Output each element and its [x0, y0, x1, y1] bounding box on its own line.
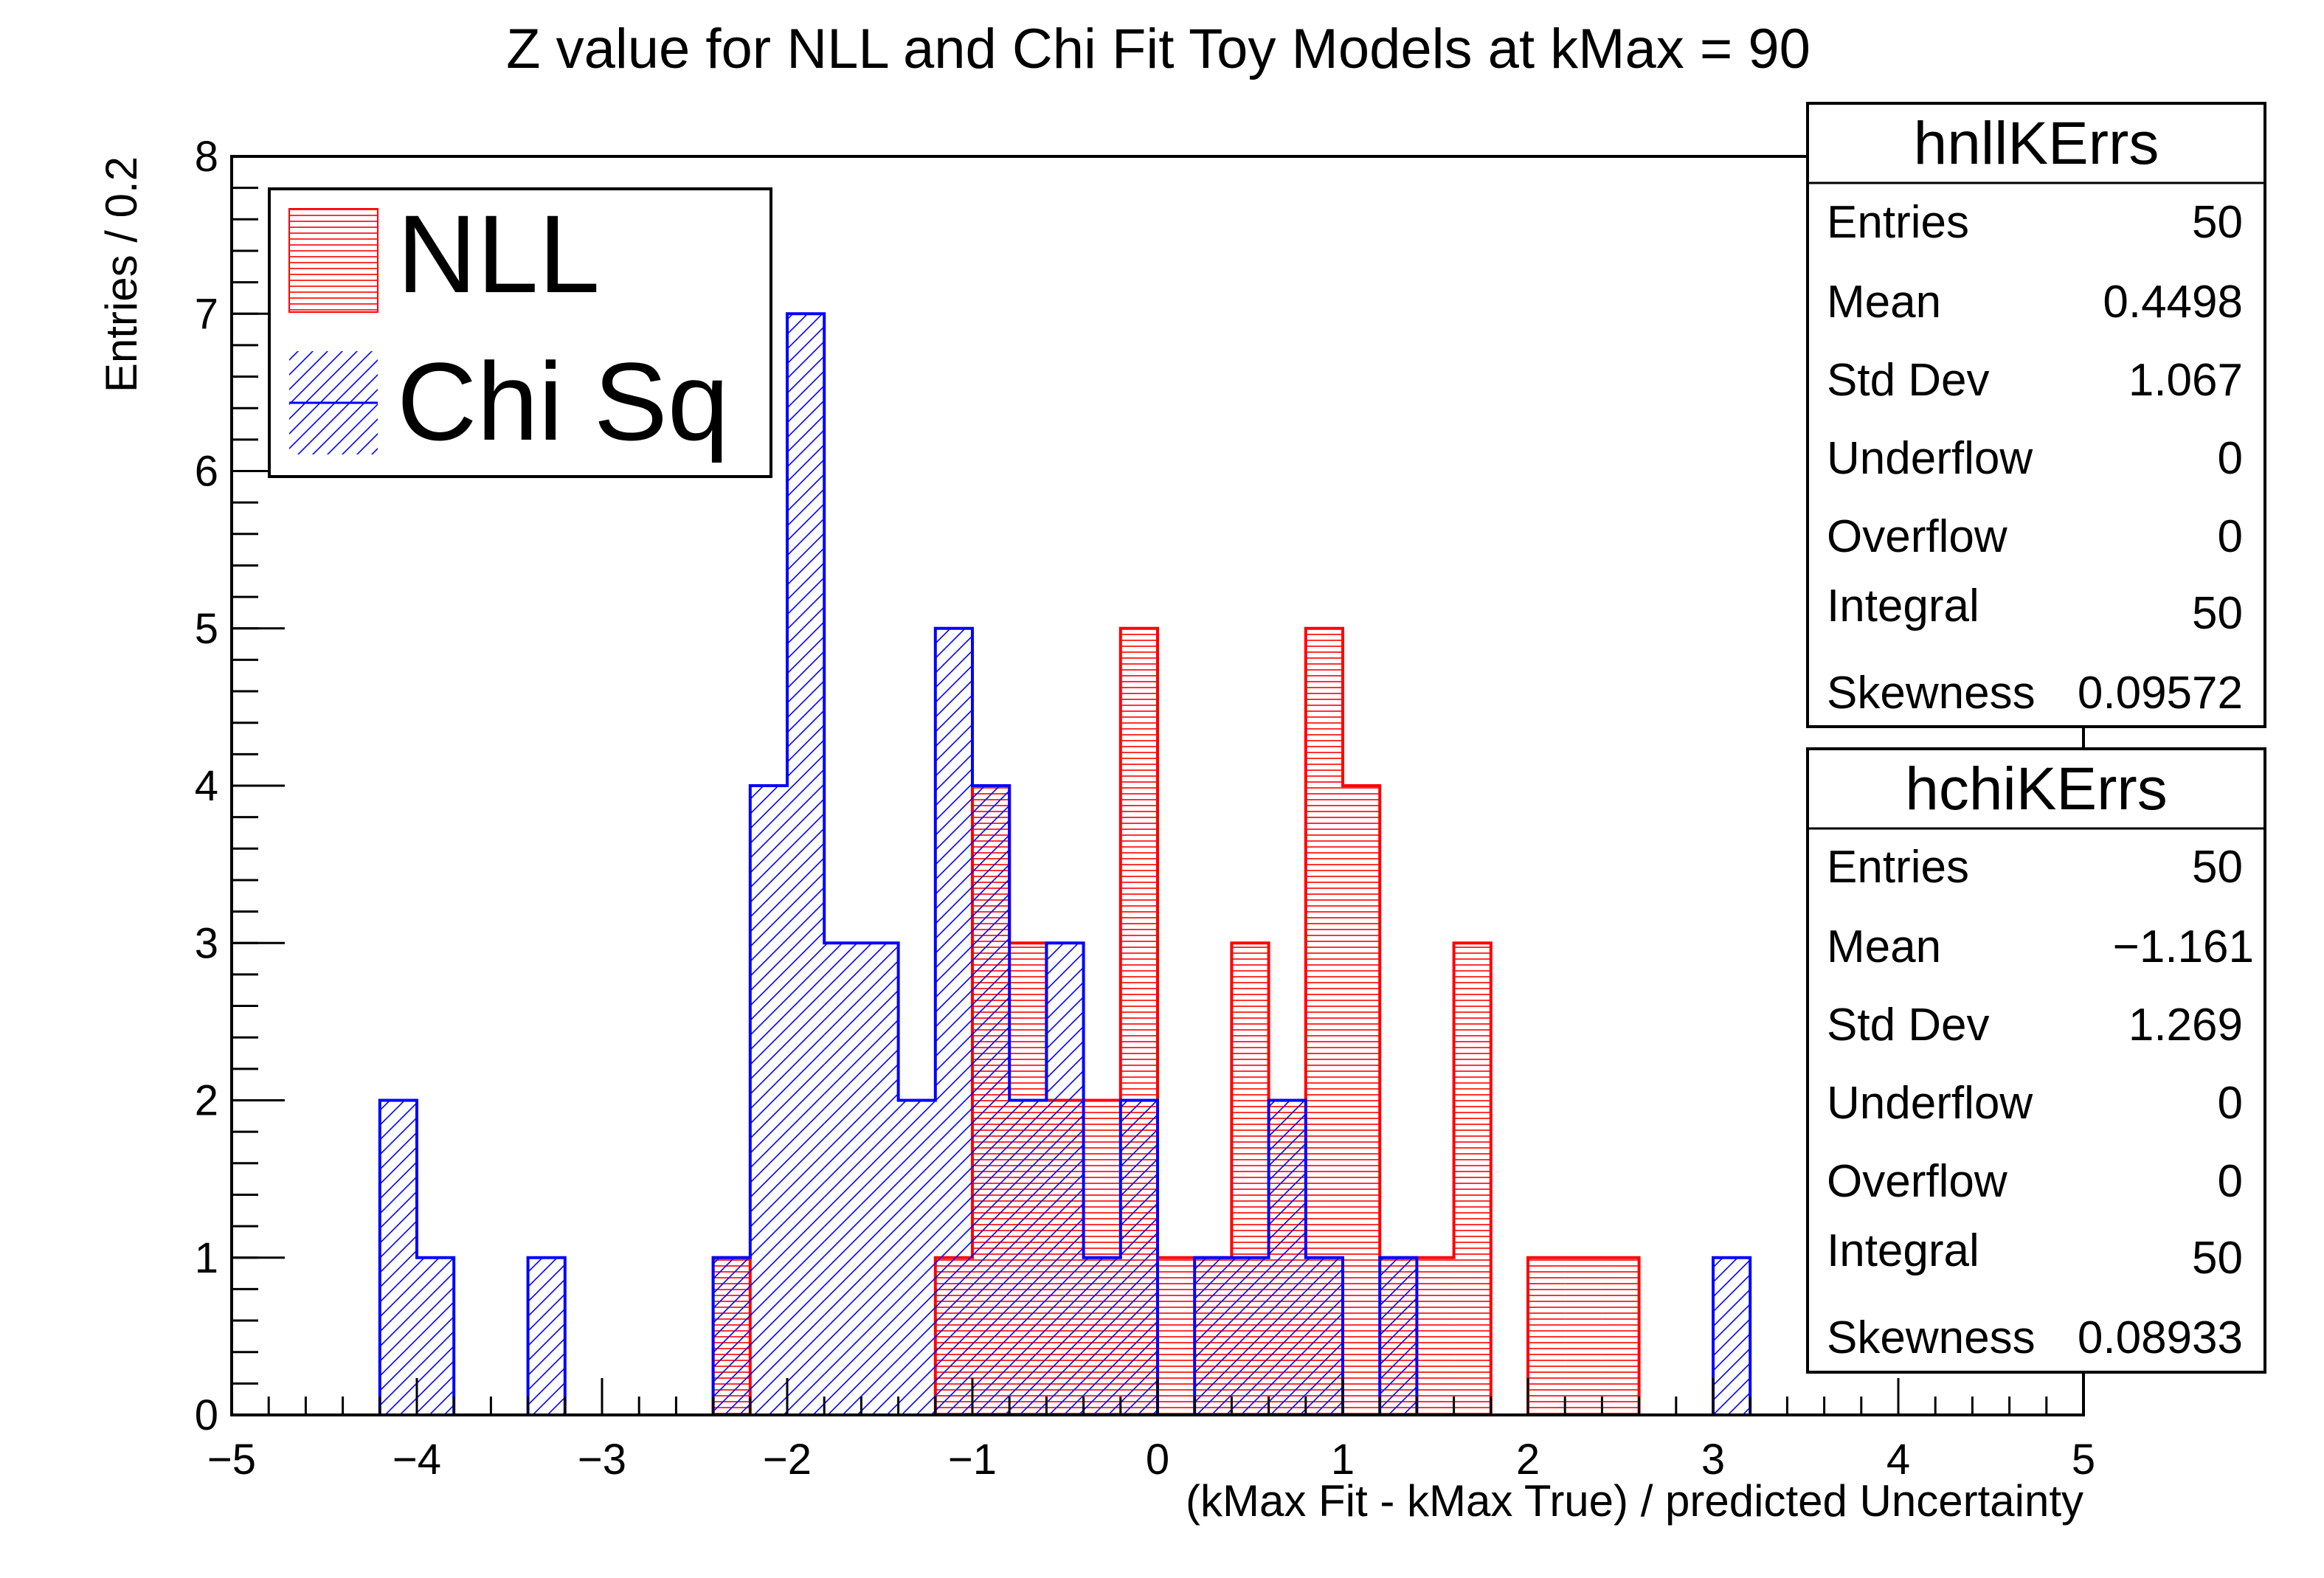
stats-row-value: 0.09572: [2078, 668, 2243, 719]
bar-chi-sq: [379, 1100, 417, 1415]
stats-row-label: Integral: [1827, 581, 1979, 631]
stats-row-label: Skewness: [1827, 668, 2036, 719]
bar-chi-sq: [824, 943, 862, 1415]
bar-chi-sq: [713, 1257, 750, 1415]
stats-row-value: 0: [2218, 511, 2243, 562]
x-tick-label: −5: [207, 1436, 256, 1484]
y-tick-label: 3: [195, 919, 218, 967]
stats-row-value: 0: [2218, 1078, 2243, 1129]
bar-chi-sq: [1194, 1257, 1232, 1415]
bar-chi-sq: [898, 1100, 936, 1415]
stats-box-nll-frame: [1806, 102, 2266, 728]
y-tick-label: 8: [195, 133, 218, 181]
stats-box-nll: hnllKErrs Entries 50 Mean 0.4498 Std Dev…: [1806, 102, 2266, 728]
stats-row-label: Mean: [1827, 921, 1941, 972]
series-layer: [232, 312, 2083, 1415]
series-chi-sq: [232, 312, 2083, 1415]
stats-row-value: 1.067: [2128, 355, 2243, 406]
bar-nll: [1453, 943, 1491, 1415]
bar-nll: [1602, 1257, 1639, 1415]
stats-row-value: 0: [2218, 433, 2243, 484]
stats-row-label: Underflow: [1827, 433, 2033, 484]
bar-chi-sq: [1713, 1257, 1751, 1415]
bar-chi-sq: [1120, 1100, 1158, 1415]
y-tick-label: 5: [195, 605, 218, 653]
x-tick-label: 2: [1516, 1436, 1540, 1484]
bar-nll: [1528, 1257, 1566, 1415]
bar-chi-sq: [1268, 1100, 1306, 1415]
stats-row-value: 50: [2192, 197, 2243, 248]
y-tick-label: 1: [195, 1234, 218, 1282]
x-tick-label: 4: [1886, 1436, 1910, 1484]
y-tick-label: 2: [195, 1077, 218, 1125]
legend-swatch-nll: [288, 208, 378, 313]
y-tick-label: 4: [195, 762, 218, 810]
bar-chi-sq: [1083, 1257, 1121, 1415]
bar-chi-sq: [1380, 1257, 1417, 1415]
bar-chi-sq: [972, 786, 1010, 1415]
stats-row-value: 50: [2192, 842, 2243, 893]
bar-chi-sq: [935, 628, 972, 1415]
y-tick-label: 6: [195, 448, 218, 496]
stats-box-chi-frame: [1806, 747, 2266, 1374]
bar-chi-sq: [528, 1257, 565, 1415]
axis-layer: −5 −4 −3 −2 −1 0 1 2 3 4 5 0 1 2 3 4 5 6 7 8: [195, 133, 2095, 1484]
bar-chi-sq: [1231, 1257, 1269, 1415]
bar-chi-sq: [1046, 943, 1084, 1415]
x-tick-label: 0: [1146, 1436, 1169, 1484]
x-tick-label: −1: [948, 1436, 997, 1484]
y-tick-label: 0: [195, 1391, 218, 1439]
bar-nll: [1417, 1257, 1454, 1415]
stats-box-chi: hchiKErrs Entries 50 Mean −1.161 Std Dev…: [1806, 747, 2266, 1374]
x-tick-label: −3: [578, 1436, 626, 1484]
stats-row-value: 1.269: [2128, 1000, 2243, 1051]
bar-nll: [1158, 1257, 1195, 1415]
outline-nll: [232, 626, 2083, 1415]
x-tick-label: 3: [1701, 1436, 1725, 1484]
stats-row-value: 0.4498: [2103, 277, 2243, 328]
legend-label-chi: Chi Sq: [397, 339, 729, 463]
legend: NLL Chi Sq: [268, 187, 772, 478]
stats-box-nll-title: hnllKErrs: [1914, 110, 2159, 177]
x-tick-label: 5: [2072, 1436, 2095, 1484]
legend-label-nll: NLL: [397, 192, 600, 316]
bar-nll: [1343, 786, 1380, 1415]
stats-row-label: Overflow: [1827, 511, 2007, 562]
stats-row-label: Std Dev: [1827, 1000, 1990, 1051]
bar-chi-sq: [861, 943, 899, 1415]
chart-title: Z value for NLL and Chi Fit Toy Models a…: [506, 18, 1811, 80]
stats-row-label: Std Dev: [1827, 355, 1990, 406]
bar-chi-sq: [750, 786, 787, 1415]
stats-row-label: Skewness: [1827, 1312, 2036, 1363]
stats-row-value: 50: [2192, 1233, 2243, 1284]
outline-chi-sq: [232, 312, 2083, 1415]
y-tick-label: 7: [195, 290, 218, 338]
stats-row-value: 0: [2218, 1156, 2243, 1207]
stats-box-chi-title: hchiKErrs: [1905, 755, 2167, 823]
bar-chi-sq: [1009, 1100, 1047, 1415]
bar-nll: [1565, 1257, 1602, 1415]
stats-row-label: Integral: [1827, 1225, 1979, 1276]
stats-row-label: Underflow: [1827, 1078, 2033, 1129]
bar-chi-sq: [787, 314, 825, 1415]
x-tick-label: 1: [1331, 1436, 1355, 1484]
x-tick-label: −4: [392, 1436, 441, 1484]
stats-row-value: 0.08933: [2078, 1312, 2243, 1363]
bar-chi-sq: [417, 1257, 454, 1415]
x-tick-label: −2: [763, 1436, 812, 1484]
stats-row-label: Entries: [1827, 842, 1969, 893]
stats-row-value: −1.161: [2113, 921, 2254, 972]
stats-row-label: Mean: [1827, 277, 1941, 328]
y-axis-label: Entries / 0.2: [97, 156, 146, 392]
stats-row-label: Entries: [1827, 197, 1969, 248]
bar-chi-sq: [1305, 1257, 1343, 1415]
x-axis-label: (kMax Fit - kMax True) / predicted Uncer…: [1186, 1476, 2083, 1526]
stats-row-value: 50: [2192, 588, 2243, 639]
stats-row-label: Overflow: [1827, 1156, 2007, 1207]
